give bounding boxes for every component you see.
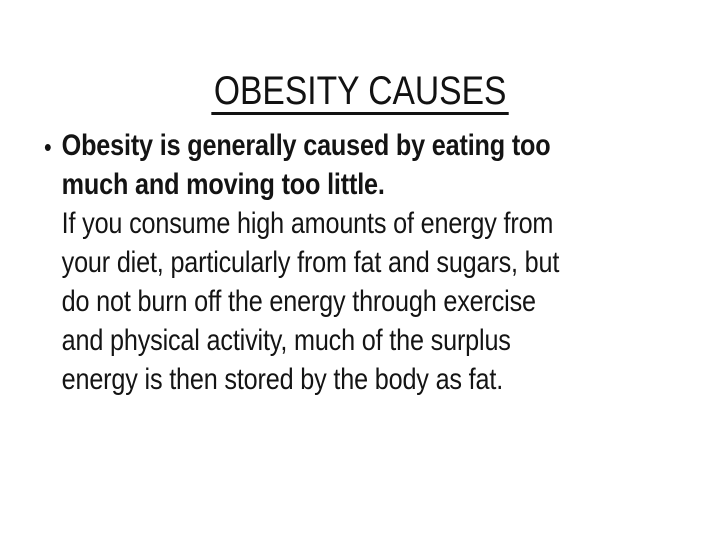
title-area: OBESITY CAUSES: [0, 44, 720, 142]
paragraph-lines: Obesity is generally caused by eating to…: [62, 126, 560, 399]
paragraph-line: Obesity is generally caused by eating to…: [61, 129, 551, 162]
paragraph-line: much and moving too little.: [61, 168, 385, 201]
paragraph-line: If you consume high amounts of energy fr…: [61, 207, 554, 240]
paragraph-line: do not burn off the energy through exerc…: [61, 285, 536, 318]
bullet-paragraph: • Obesity is generally caused by eating …: [44, 126, 559, 399]
slide-title: OBESITY CAUSES: [211, 71, 509, 115]
bullet-icon: •: [44, 132, 52, 162]
paragraph-line: your diet, particularly from fat and sug…: [61, 246, 560, 279]
paragraph-line: and physical activity, much of the surpl…: [61, 324, 511, 357]
paragraph-line: energy is then stored by the body as fat…: [61, 363, 504, 396]
